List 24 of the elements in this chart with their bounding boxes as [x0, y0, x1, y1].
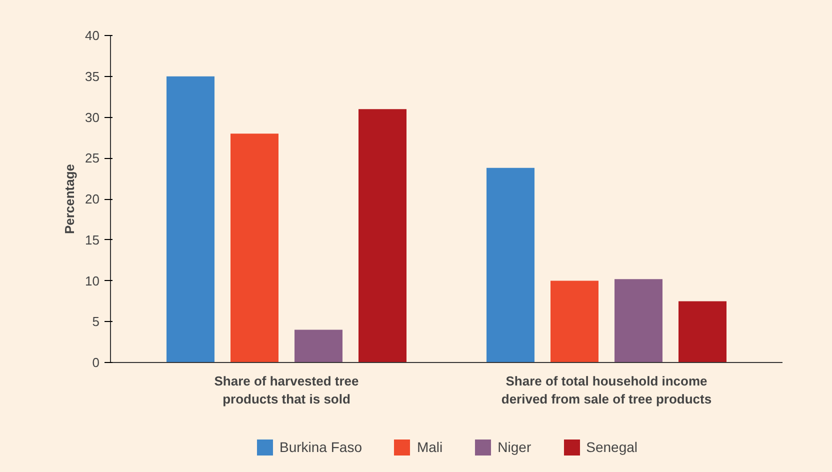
- y-tick-label: 25: [85, 150, 100, 166]
- y-axis-title: Percentage: [62, 164, 78, 234]
- bar: [358, 109, 406, 362]
- x-tick-label: Share of harvested tree products that is sold: [214, 374, 359, 406]
- bar: [614, 279, 662, 362]
- bar: [550, 280, 598, 362]
- y-tick-label: 35: [85, 68, 100, 84]
- legend-label: Burkina Faso: [279, 439, 362, 455]
- bar: [678, 301, 726, 362]
- y-tick-label: 0: [92, 355, 100, 370]
- bar: [294, 330, 342, 362]
- y-tick-label: 30: [85, 110, 100, 125]
- y-tick-label: 20: [85, 192, 100, 206]
- legend-label: Senegal: [586, 439, 638, 455]
- legend-label: Mali: [416, 439, 443, 455]
- y-tick-label: 10: [85, 273, 100, 288]
- bar: [166, 76, 214, 362]
- y-tick-label: 15: [85, 232, 100, 248]
- bar: [486, 168, 534, 362]
- legend-label: Niger: [498, 439, 532, 455]
- y-tick-label: 40: [85, 28, 100, 43]
- x-tick-label: Share of total household income derived from sale of tree products: [501, 374, 712, 406]
- y-tick-label: 5: [92, 314, 100, 330]
- bar: [230, 134, 278, 362]
